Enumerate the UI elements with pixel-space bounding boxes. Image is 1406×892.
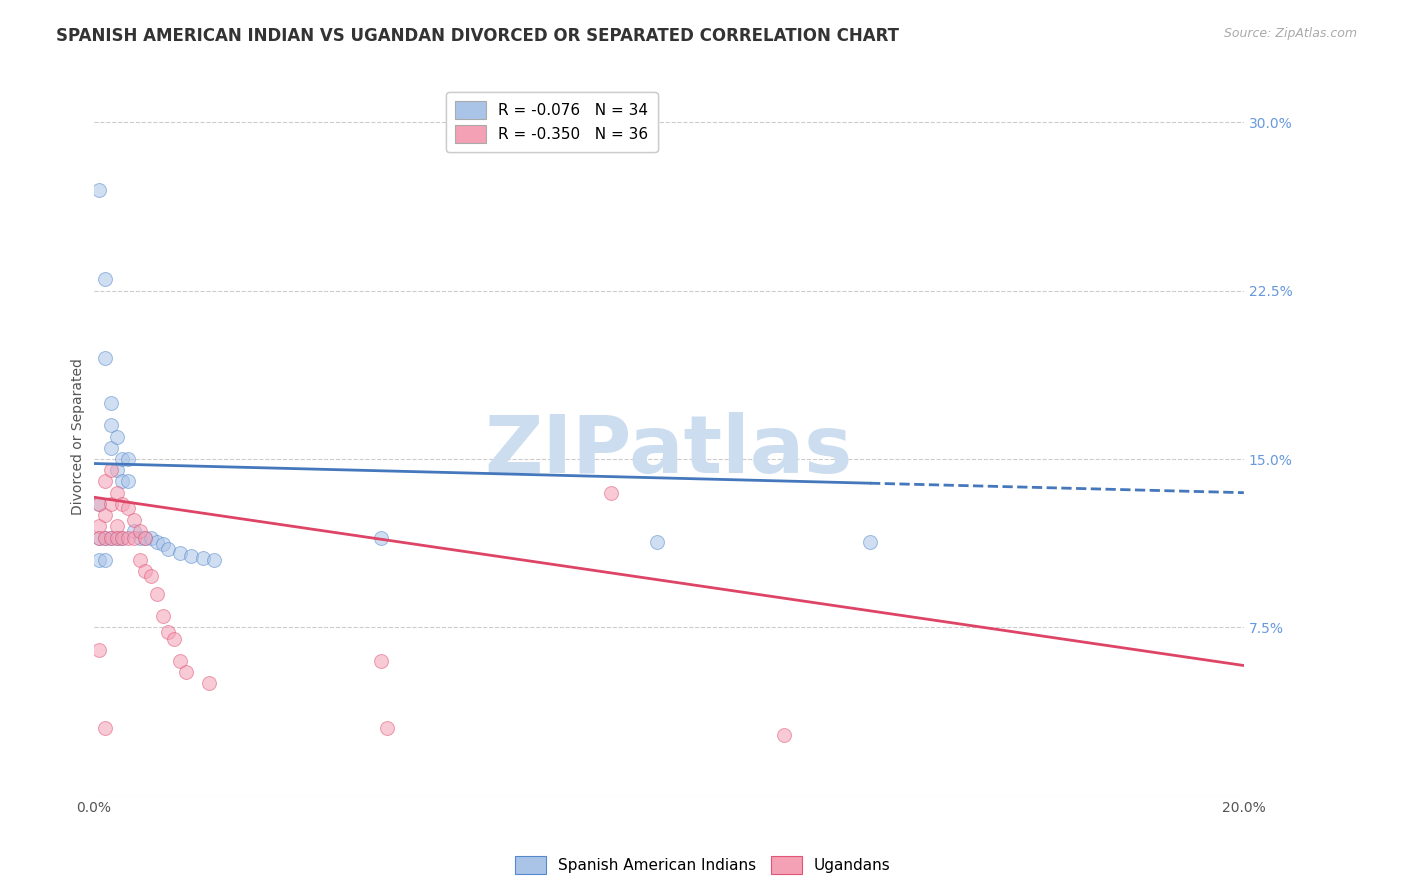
Point [89,531,111,545]
Point [111,531,134,545]
Point [105,463,128,477]
Point [89,519,111,533]
Point [89,553,111,567]
Point [134,531,156,545]
Point [105,531,128,545]
Point [94,508,117,522]
Point [117,531,139,545]
Point [111,452,134,467]
Text: SPANISH AMERICAN INDIAN VS UGANDAN DIVORCED OR SEPARATED CORRELATION CHART: SPANISH AMERICAN INDIAN VS UGANDAN DIVOR… [56,27,900,45]
Point [139,531,162,545]
Point [152,537,174,551]
Point [157,624,180,639]
Point [100,531,122,545]
Point [111,497,134,511]
Point [94,722,117,736]
Point [370,654,392,668]
Point [375,722,398,736]
Point [180,549,202,563]
Point [117,452,139,467]
Point [100,441,122,455]
Point [105,531,128,545]
Point [94,531,117,545]
Point [105,519,128,533]
Point [94,475,117,489]
Point [134,531,156,545]
Point [600,485,623,500]
Point [152,609,174,624]
Point [89,497,111,511]
Point [100,418,122,433]
Point [146,587,169,601]
Point [100,497,122,511]
Point [128,531,150,545]
Point [157,541,180,556]
Point [122,513,145,527]
Legend: R = -0.076   N = 34, R = -0.350   N = 36: R = -0.076 N = 34, R = -0.350 N = 36 [446,92,658,152]
Point [134,564,156,578]
Point [89,531,111,545]
Text: Source: ZipAtlas.com: Source: ZipAtlas.com [1223,27,1357,40]
Point [89,642,111,657]
Point [100,396,122,410]
Point [128,553,150,567]
Point [94,272,117,286]
Point [645,535,668,549]
Point [94,351,117,365]
Point [859,535,882,549]
Point [169,546,191,560]
Legend: Spanish American Indians, Ugandans: Spanish American Indians, Ugandans [509,850,897,880]
Point [128,524,150,538]
Point [94,531,117,545]
Point [94,553,117,567]
Point [370,531,392,545]
Point [117,501,139,516]
Point [191,550,214,565]
Point [105,429,128,443]
Point [105,485,128,500]
Point [100,531,122,545]
Point [111,531,134,545]
Point [117,475,139,489]
Point [197,676,219,690]
Point [163,632,186,646]
Point [89,183,111,197]
Y-axis label: Divorced or Separated: Divorced or Separated [72,358,86,515]
Text: ZIPatlas: ZIPatlas [485,412,853,490]
Point [174,665,197,680]
Point [169,654,191,668]
Point [146,535,169,549]
Point [122,524,145,538]
Point [89,497,111,511]
Point [772,728,794,742]
Point [202,553,225,567]
Point [139,568,162,582]
Point [100,463,122,477]
Point [111,475,134,489]
Point [122,531,145,545]
